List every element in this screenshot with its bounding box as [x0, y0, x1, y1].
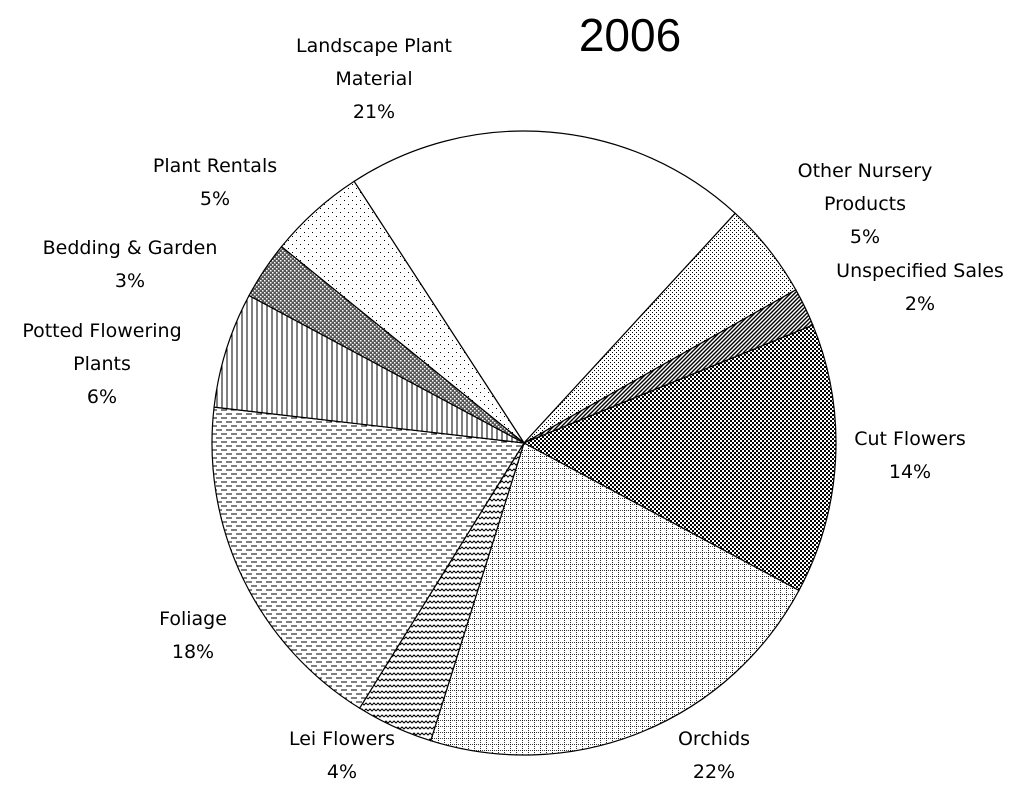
pie-slice	[211, 406, 526, 709]
slice-name: Potted Flowering Plants	[22, 320, 182, 375]
slice-name: Other Nursery Products	[797, 160, 933, 215]
slice-value: 6%	[86, 386, 118, 408]
slice-label: Potted Flowering Plants 6%	[2, 315, 202, 414]
slice-value: 5%	[849, 226, 881, 248]
slice-label: Landscape Plant Material 21%	[289, 30, 459, 129]
chart-title: 2006	[578, 9, 682, 61]
slice-name: Landscape Plant Material	[296, 35, 452, 90]
pie-slice	[522, 324, 837, 592]
slice-value: 22%	[692, 761, 736, 783]
slice-label: Cut Flowers 14%	[830, 423, 990, 489]
slice-name: Unspecified Sales	[836, 260, 1004, 282]
slice-name: Cut Flowers	[854, 428, 966, 450]
slice-label: Lei Flowers 4%	[262, 723, 422, 789]
slice-name: Bedding & Garden	[42, 237, 218, 259]
slice-value: 14%	[888, 461, 932, 483]
slice-name: Foliage	[159, 608, 227, 630]
slice-value: 2%	[904, 293, 936, 315]
slice-name: Orchids	[677, 728, 751, 750]
pie-slice	[429, 442, 800, 756]
slice-name: Plant Rentals	[152, 155, 278, 177]
slice-label: Orchids 22%	[634, 723, 794, 789]
slice-value: 21%	[352, 101, 396, 123]
pie-slice	[280, 180, 525, 444]
slice-value: 4%	[326, 761, 358, 783]
slice-label: Unspecified Sales 2%	[805, 255, 1021, 321]
slice-label: Foliage 18%	[113, 603, 273, 669]
slice-label: Other Nursery Products 5%	[785, 155, 945, 254]
slice-label: Bedding & Garden 3%	[15, 232, 245, 298]
slice-value: 3%	[114, 270, 146, 292]
slice-value: 18%	[171, 641, 215, 663]
pie-slice	[353, 130, 737, 444]
slice-value: 5%	[199, 188, 231, 210]
slice-label: Plant Rentals 5%	[125, 150, 305, 216]
slice-name: Lei Flowers	[288, 728, 396, 750]
